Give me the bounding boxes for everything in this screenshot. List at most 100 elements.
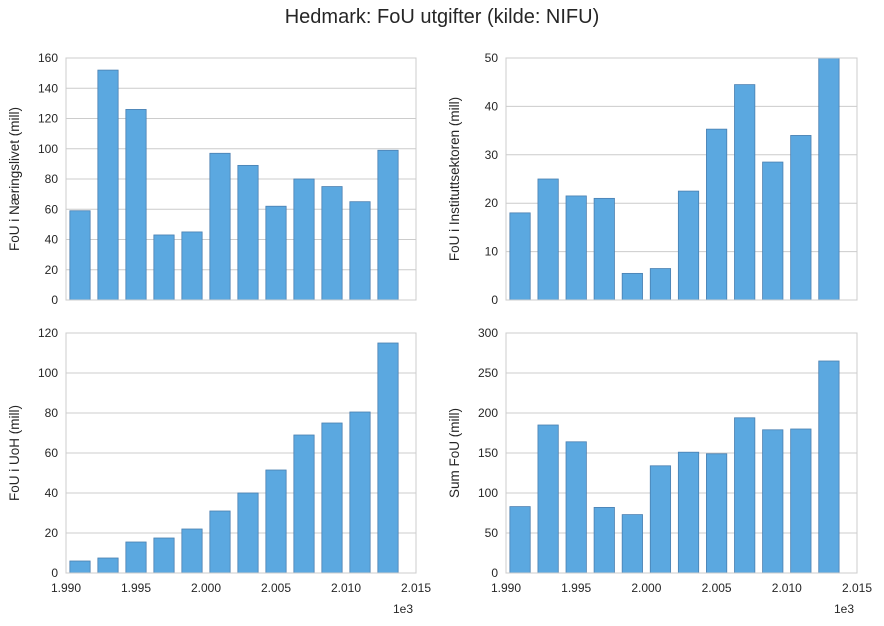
y-tick-label: 60: [45, 202, 59, 216]
y-tick-label: 120: [38, 112, 58, 126]
y-tick-label: 150: [478, 446, 498, 460]
x-tick-label: 2.010: [331, 581, 361, 595]
x-tick-label: 1.990: [51, 581, 81, 595]
bar: [621, 514, 643, 574]
bar: [209, 152, 231, 301]
y-axis-label: Sum FoU (mill): [447, 408, 462, 498]
x-tick-label: 2.010: [772, 581, 802, 595]
x-tick-label: 2.015: [401, 581, 431, 595]
bar: [153, 234, 175, 301]
bar: [593, 506, 615, 574]
bar: [69, 560, 91, 574]
bar: [649, 465, 672, 574]
bar: [677, 451, 700, 574]
y-tick-label: 20: [485, 196, 499, 210]
bar: [265, 205, 287, 301]
bar: [321, 186, 343, 301]
bar: [762, 161, 784, 301]
bar: [818, 57, 840, 301]
bar: [349, 411, 371, 574]
y-tick-label: 100: [38, 366, 58, 380]
axes-frame: [505, 57, 858, 301]
y-tick-label: 140: [38, 81, 58, 95]
bar: [734, 417, 756, 574]
subplot-instituttsektoren: 0 10 20 30 40 50 FoU i Instituttsektoren (mill…: [447, 51, 858, 307]
x-tick-label: 2.000: [191, 581, 221, 595]
y-tick-label: 80: [45, 406, 59, 420]
bar: [818, 360, 840, 574]
y-tick-label: 0: [51, 293, 58, 307]
bar: [734, 84, 756, 301]
y-tick-label: 120: [38, 326, 58, 340]
x-tick-label: 2.015: [842, 581, 872, 595]
y-tick-label: 100: [38, 142, 58, 156]
bar: [706, 453, 728, 574]
bar: [677, 190, 700, 301]
bar: [621, 272, 643, 301]
y-tick-label: 60: [45, 446, 59, 460]
y-tick-label: 50: [485, 526, 499, 540]
y-tick-label: 0: [491, 293, 498, 307]
bar: [125, 109, 147, 301]
y-tick-label: 40: [45, 233, 59, 247]
y-tick-label: 40: [485, 99, 499, 113]
y-tick-label: 250: [478, 366, 498, 380]
bar: [181, 528, 203, 574]
y-axis-label: FoU i UoH (mill): [7, 405, 22, 501]
axes-frame: [65, 57, 417, 301]
bar: [181, 231, 203, 301]
bar: [265, 469, 287, 574]
y-tick-label: 0: [51, 566, 58, 580]
bar: [565, 195, 587, 301]
bar: [377, 149, 399, 301]
y-tick-label: 300: [478, 326, 498, 340]
y-tick-label: 10: [485, 245, 499, 259]
bar: [762, 429, 784, 574]
y-tick-label: 0: [491, 566, 498, 580]
y-tick-label: 160: [38, 51, 58, 65]
y-tick-label: 40: [45, 486, 59, 500]
bar: [706, 128, 728, 301]
bar: [349, 201, 371, 301]
bar: [537, 178, 559, 301]
bar: [377, 342, 399, 574]
bar: [125, 541, 147, 574]
bar: [593, 197, 615, 301]
subplot-uoh: 0 20 40 60 80 100 120 1.990 1.995 2.000 2.005 2.010…: [7, 326, 431, 616]
y-axis-label: FoU i Instituttsektoren (mill): [447, 97, 462, 261]
x-tick-label: 1.995: [121, 581, 151, 595]
chart-title: Hedmark: FoU utgifter (kilde: NIFU): [284, 6, 600, 28]
bar: [790, 428, 812, 574]
bar: [293, 178, 315, 301]
x-offset-label: 1e3: [393, 602, 413, 616]
bar: [69, 210, 91, 301]
bar: [237, 164, 259, 301]
x-tick-label: 2.005: [261, 581, 291, 595]
bar: [97, 69, 119, 301]
y-tick-label: 50: [485, 51, 499, 65]
y-tick-label: 80: [45, 172, 59, 186]
subplot-naeringslivet: 0 20 40 60 80 100 120 140 160 FoU i Næringslivet …: [7, 51, 417, 307]
y-tick-label: 20: [45, 526, 59, 540]
bar: [790, 135, 812, 301]
y-tick-label: 20: [45, 263, 59, 277]
subplot-sum: 0 50 100 150 200 250 300 1.990 1.995 2.000 2.005 2.…: [447, 326, 872, 616]
bar: [321, 422, 343, 574]
bar: [209, 510, 231, 574]
x-offset-label: 1e3: [834, 602, 854, 616]
bar: [509, 212, 531, 301]
bar: [237, 492, 259, 574]
x-tick-label: 1.995: [561, 581, 591, 595]
y-tick-label: 100: [478, 486, 498, 500]
bar: [153, 537, 175, 574]
y-axis-label: FoU i Næringslivet (mill): [7, 107, 22, 251]
x-tick-label: 1.990: [491, 581, 521, 595]
axes-frame: [65, 332, 417, 574]
bar: [649, 268, 672, 301]
y-tick-label: 200: [478, 406, 498, 420]
bar: [509, 506, 531, 574]
y-tick-label: 30: [485, 148, 499, 162]
bar: [97, 557, 119, 574]
axes-frame: [505, 332, 858, 574]
